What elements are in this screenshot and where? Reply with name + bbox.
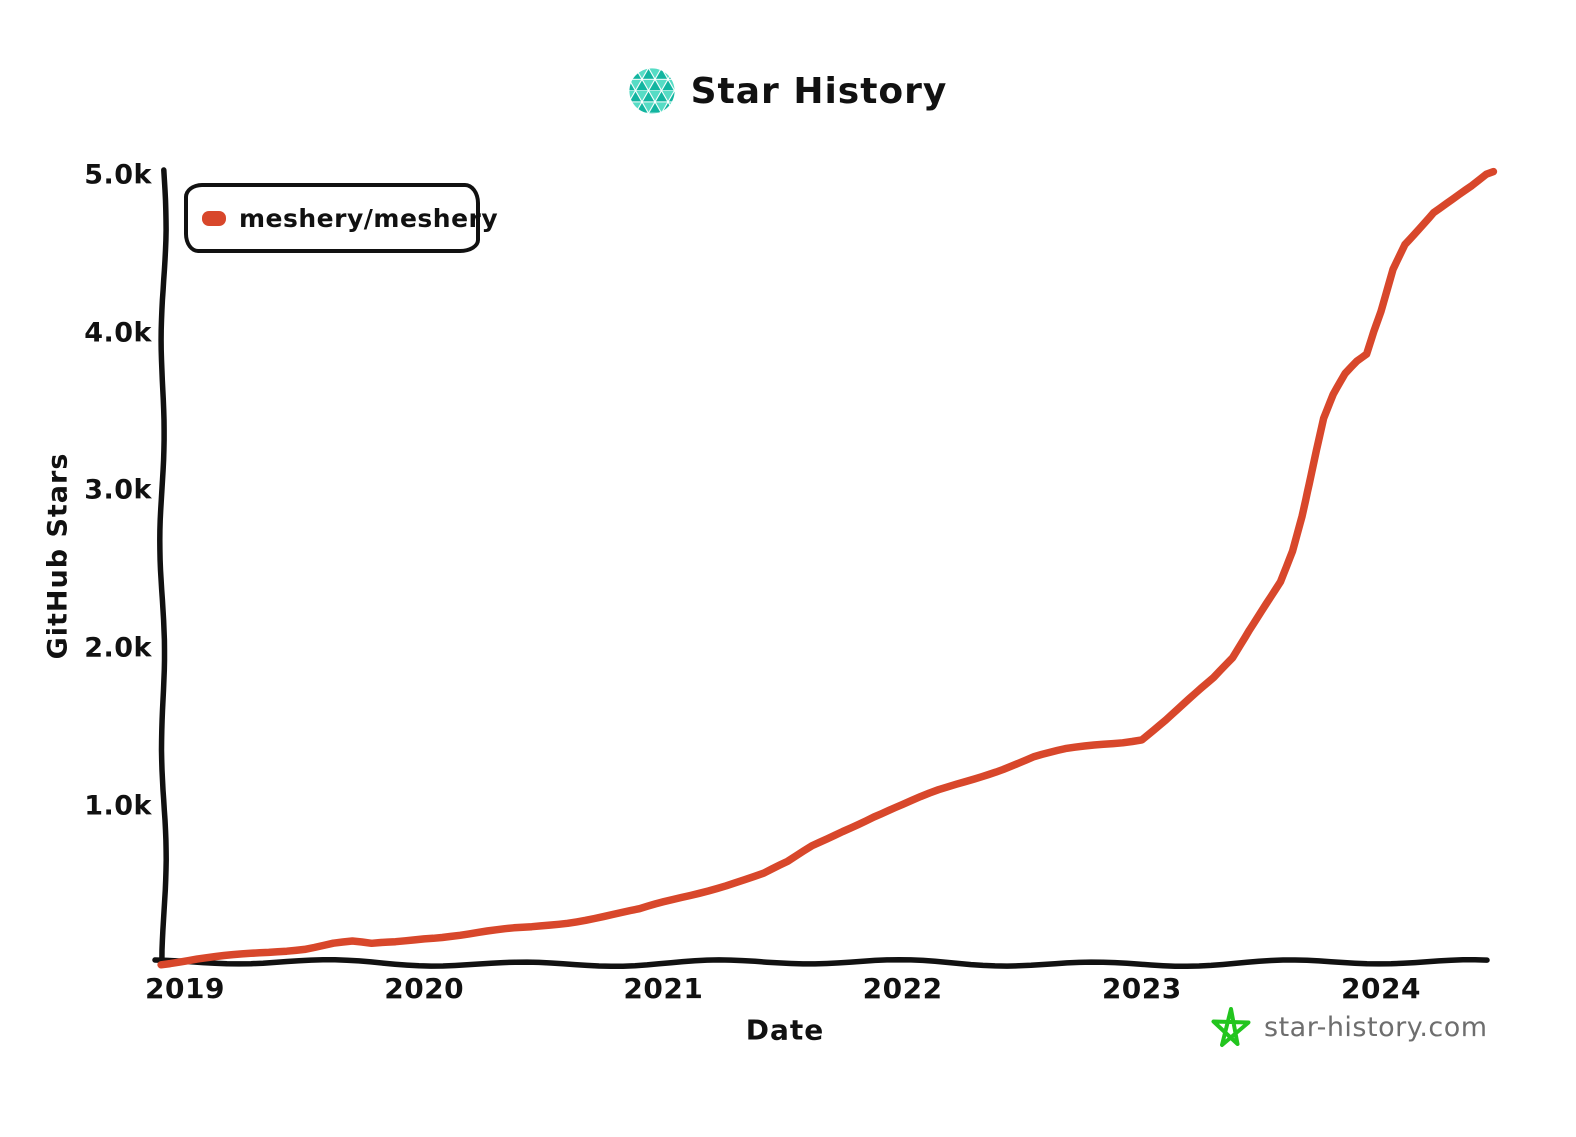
legend-series-label: meshery/meshery: [239, 203, 499, 233]
series-line-meshery-meshery: [157, 167, 1498, 969]
legend: meshery/meshery: [184, 183, 498, 253]
y-tick-label-3.0k: 3.0k: [84, 474, 152, 506]
x-tick-label-2019: 2019: [145, 972, 225, 1005]
x-axis-title: Date: [745, 1013, 825, 1047]
x-tick-label-2021: 2021: [623, 972, 704, 1005]
star-icon: [1210, 1006, 1252, 1048]
watermark-link[interactable]: star-history.com: [1264, 1011, 1488, 1043]
y-tick-label-4.0k: 4.0k: [84, 317, 152, 348]
star-history-logo-icon: [629, 68, 675, 114]
x-tick-label-2020: 2020: [384, 972, 465, 1005]
y-axis-line: [157, 167, 169, 963]
chart-title: Star History: [690, 70, 948, 112]
series-color-swatch: [202, 210, 226, 226]
x-tick-label-2022: 2022: [862, 972, 943, 1005]
y-tick-label-5.0k: 5.0k: [84, 159, 152, 191]
x-axis-line: [152, 956, 1490, 970]
y-tick-label-1.0k: 1.0k: [84, 790, 152, 822]
y-tick-label-2.0k: 2.0k: [84, 632, 152, 664]
x-tick-label-2024: 2024: [1341, 972, 1421, 1005]
x-tick-label-2023: 2023: [1101, 972, 1182, 1005]
watermark: star-history.com: [1210, 1006, 1488, 1048]
chart-header: Star History: [0, 68, 1576, 114]
